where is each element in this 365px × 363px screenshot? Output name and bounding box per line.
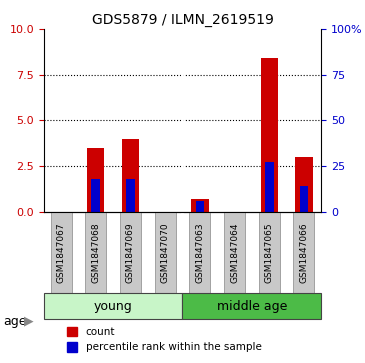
- Bar: [295, 157, 312, 212]
- Legend: count, percentile rank within the sample: count, percentile rank within the sample: [63, 323, 266, 356]
- Text: GSM1847066: GSM1847066: [299, 222, 308, 282]
- Bar: [300, 186, 308, 212]
- Bar: [87, 148, 104, 212]
- Bar: [265, 162, 273, 212]
- Text: GSM1847069: GSM1847069: [126, 222, 135, 282]
- Text: ▶: ▶: [24, 315, 33, 328]
- Text: young: young: [94, 299, 132, 313]
- Text: GSM1847064: GSM1847064: [230, 222, 239, 282]
- FancyBboxPatch shape: [44, 293, 182, 319]
- FancyBboxPatch shape: [120, 212, 141, 293]
- Bar: [126, 179, 135, 212]
- FancyBboxPatch shape: [85, 212, 106, 293]
- Text: middle age: middle age: [217, 299, 287, 313]
- FancyBboxPatch shape: [189, 212, 210, 293]
- Bar: [196, 201, 204, 212]
- Bar: [122, 139, 139, 212]
- Text: GSM1847070: GSM1847070: [161, 222, 170, 282]
- Text: GSM1847065: GSM1847065: [265, 222, 274, 282]
- FancyBboxPatch shape: [224, 212, 245, 293]
- Bar: [191, 199, 208, 212]
- FancyBboxPatch shape: [293, 212, 314, 293]
- Bar: [261, 58, 278, 212]
- Text: age: age: [4, 315, 27, 328]
- FancyBboxPatch shape: [51, 212, 72, 293]
- FancyBboxPatch shape: [182, 293, 321, 319]
- Bar: [92, 179, 100, 212]
- Text: GSM1847067: GSM1847067: [57, 222, 66, 282]
- FancyBboxPatch shape: [155, 212, 176, 293]
- FancyBboxPatch shape: [259, 212, 280, 293]
- Text: GSM1847068: GSM1847068: [91, 222, 100, 282]
- Title: GDS5879 / ILMN_2619519: GDS5879 / ILMN_2619519: [92, 13, 273, 26]
- Text: GSM1847063: GSM1847063: [195, 222, 204, 282]
